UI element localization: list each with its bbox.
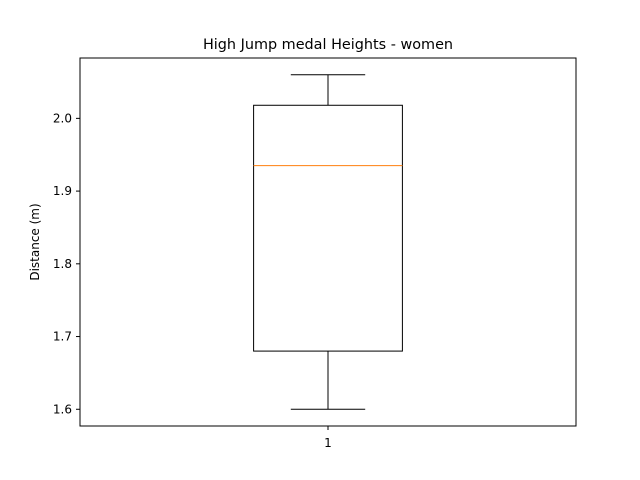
y-tick-label: 1.8 [53,257,72,271]
x-axis-ticks: 1 [324,426,332,450]
y-tick-label: 1.9 [53,184,72,198]
box-group [253,74,403,410]
y-axis-label: Distance (m) [28,203,42,280]
y-tick-label: 1.7 [53,330,72,344]
y-tick-label: 1.6 [53,402,72,416]
y-tick-label: 2.0 [53,111,72,125]
x-tick-label: 1 [324,436,332,450]
box-iqr [253,104,403,352]
chart-title: High Jump medal Heights - women [203,37,453,53]
y-axis-ticks: 1.6 1.7 1.8 1.9 2.0 [53,111,80,416]
